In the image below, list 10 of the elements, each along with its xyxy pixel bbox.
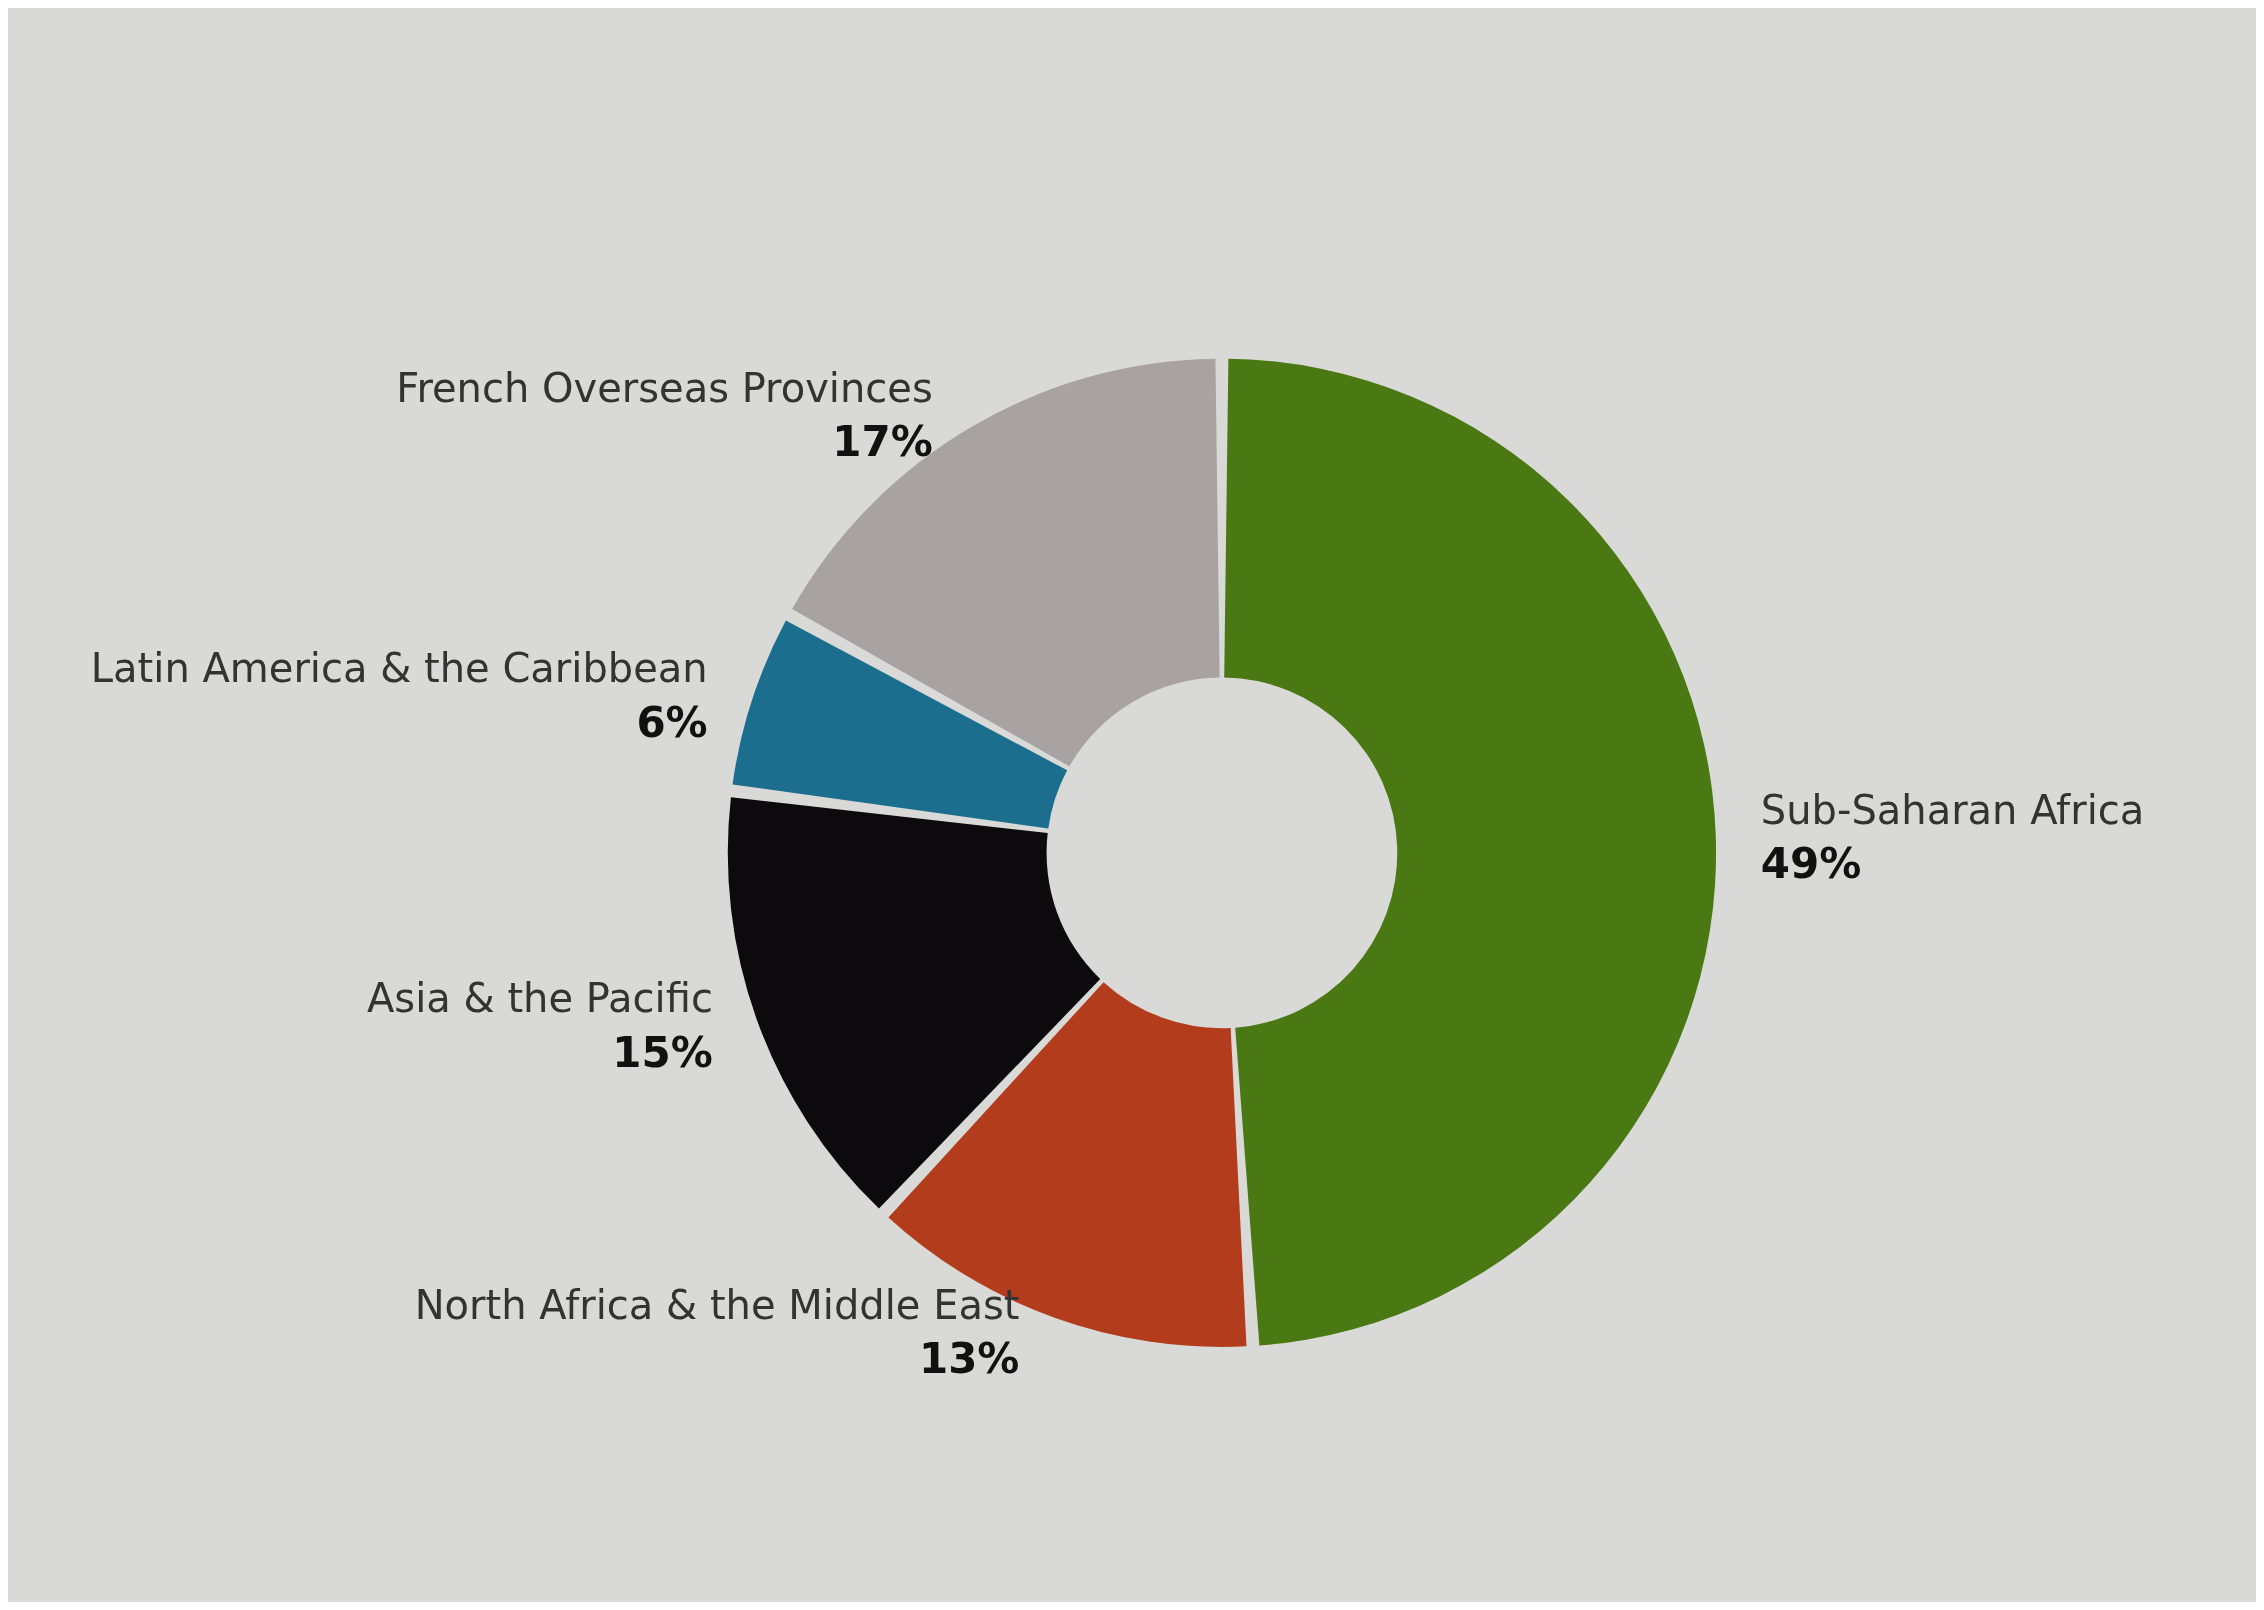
data-label: 17% (832, 417, 933, 467)
slice-label: Asia & the Pacific (366, 975, 713, 1022)
data-label: 49% (1760, 839, 1862, 889)
slice-label: French Overseas Provinces (396, 364, 933, 411)
slice-label: Latin America & the Caribbean (90, 645, 708, 692)
slice-label: North Africa & the Middle East (414, 1281, 1020, 1328)
data-label: 15% (612, 1027, 713, 1077)
data-label: 6% (636, 697, 708, 747)
data-label: 13% (918, 1334, 1020, 1384)
slice-label: Sub-Saharan Africa (1760, 786, 2145, 833)
